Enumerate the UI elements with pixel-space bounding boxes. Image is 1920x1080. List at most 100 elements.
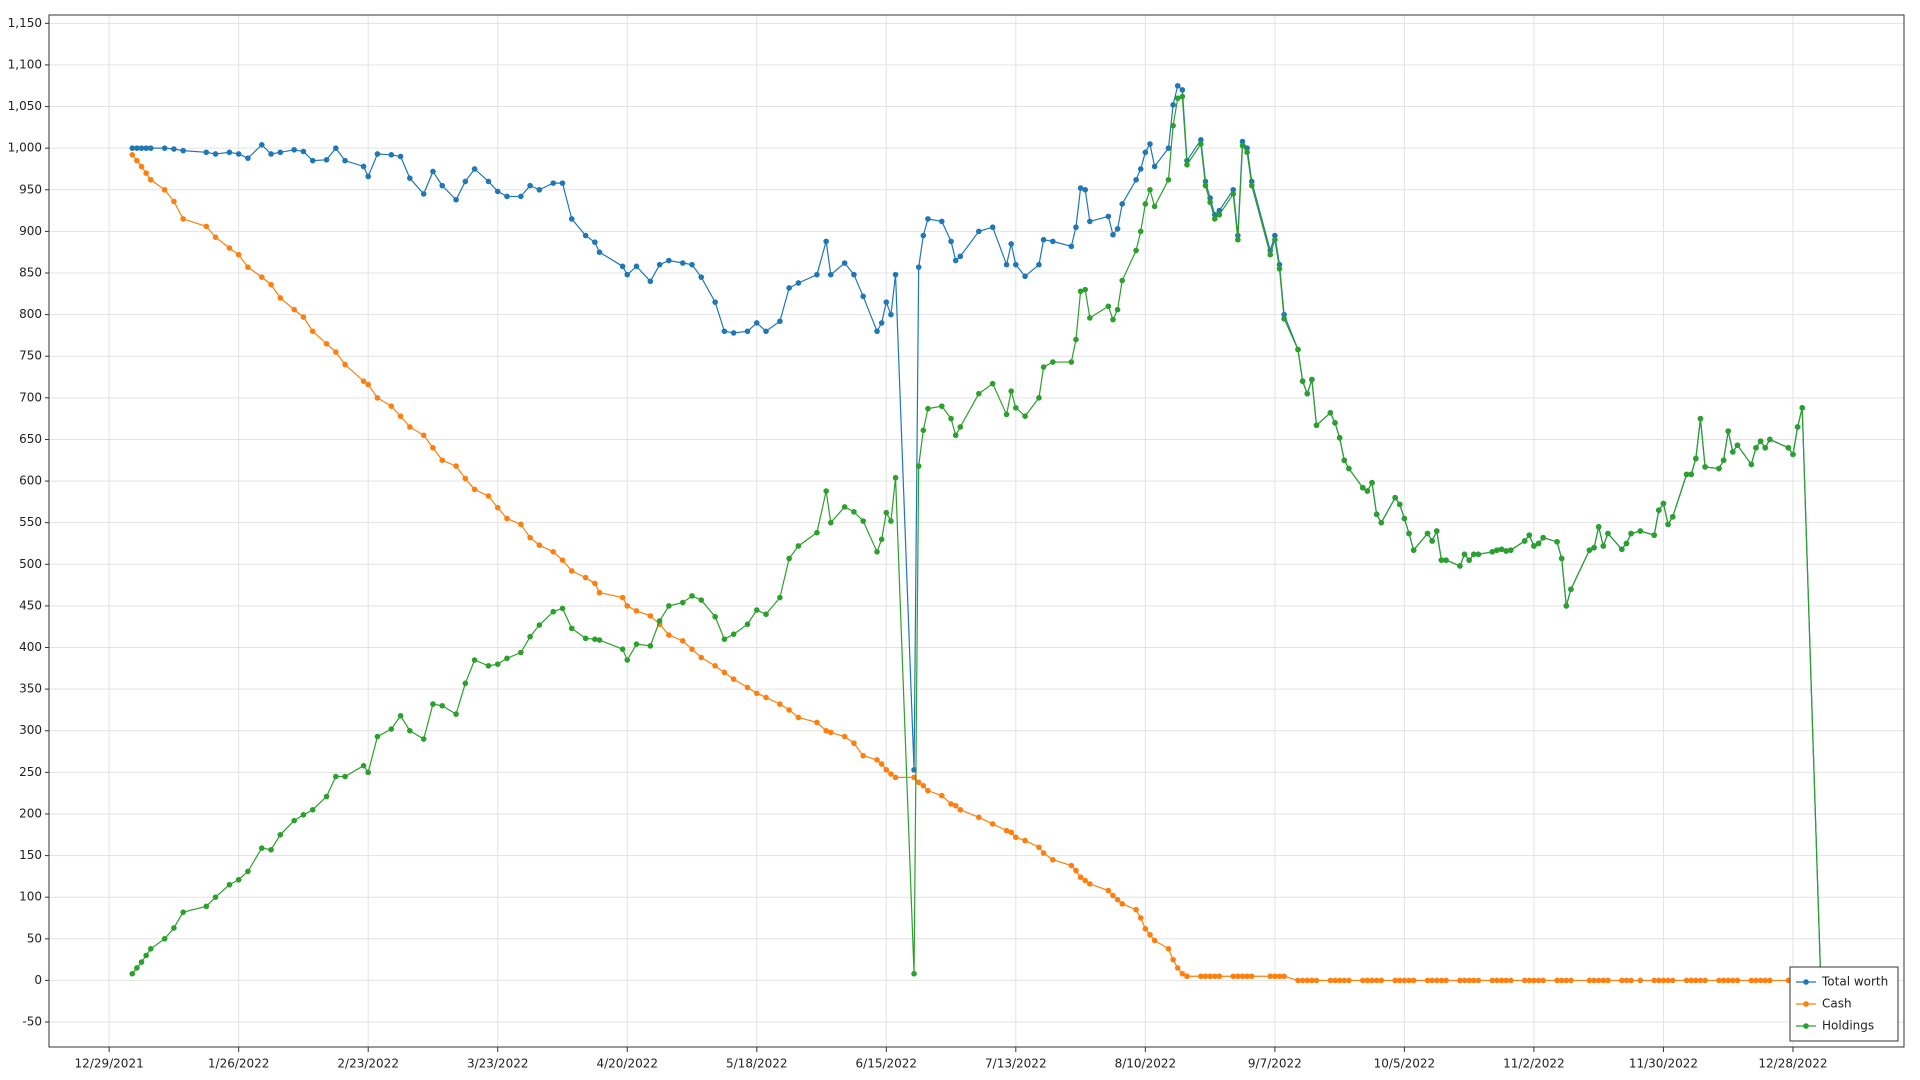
data-point [342, 157, 348, 164]
data-point [1489, 549, 1496, 555]
data-point [1235, 236, 1241, 243]
data-point [420, 191, 427, 197]
data-point [1008, 829, 1014, 836]
data-point [1174, 95, 1181, 102]
data-point [1457, 563, 1463, 569]
data-point [134, 157, 140, 164]
data-point [1165, 945, 1172, 952]
data-point [698, 597, 705, 603]
data-point [333, 773, 339, 780]
x-tick-label: 4/20/2022 [596, 1057, 658, 1071]
data-point [656, 261, 663, 268]
x-tick-label: 11/2/2022 [1503, 1057, 1565, 1071]
data-point [138, 959, 145, 965]
data-point [1734, 442, 1741, 449]
data-point [203, 223, 210, 230]
data-point [1281, 973, 1287, 980]
data-point [1665, 521, 1671, 528]
data-point [689, 261, 695, 268]
data-point [730, 631, 737, 637]
data-point [1198, 137, 1204, 143]
data-point [582, 635, 589, 642]
data-point [1563, 603, 1570, 609]
data-point [1494, 547, 1500, 553]
data-point [1114, 306, 1121, 313]
data-point [1133, 247, 1139, 254]
data-point [989, 821, 996, 827]
data-point [1475, 551, 1482, 558]
x-tick-label: 12/29/2021 [75, 1057, 144, 1071]
data-point [1110, 892, 1116, 899]
data-point [1438, 977, 1445, 984]
data-point [1309, 376, 1315, 383]
data-point [1651, 532, 1657, 538]
data-point [1498, 977, 1505, 984]
data-point [989, 224, 996, 231]
data-point [878, 320, 885, 326]
data-point [420, 736, 427, 742]
data-point [300, 812, 307, 818]
data-point [180, 909, 186, 915]
data-point [212, 894, 219, 900]
data-point [1040, 236, 1047, 243]
data-point [212, 151, 219, 157]
data-point [1683, 977, 1690, 984]
data-point [268, 846, 274, 853]
data-point [883, 509, 890, 516]
data-point [915, 779, 922, 786]
data-point [814, 271, 820, 278]
data-point [1142, 926, 1149, 932]
data-point [1327, 977, 1334, 984]
data-point [134, 965, 140, 971]
data-point [430, 701, 436, 707]
data-point [1637, 528, 1644, 534]
data-point [323, 157, 330, 163]
data-point [1230, 186, 1237, 193]
data-point [786, 555, 792, 562]
y-tick-label: 850 [19, 266, 42, 280]
data-point [365, 769, 371, 776]
data-point [1433, 528, 1440, 534]
data-point [1734, 977, 1741, 984]
data-point [1401, 515, 1408, 522]
data-point [1669, 514, 1676, 520]
data-point [1619, 546, 1625, 553]
data-point [860, 518, 866, 524]
data-point [1410, 547, 1417, 553]
data-point [1461, 977, 1468, 984]
data-point [485, 663, 492, 669]
data-point [1665, 977, 1671, 984]
data-point [1433, 977, 1440, 984]
data-point [360, 762, 367, 769]
data-point [1244, 973, 1250, 980]
data-point [1087, 881, 1093, 887]
data-point [698, 654, 705, 661]
axes: -50 0 50 100 150 200 250 300 350 400 450 500 550 600 6… [8, 16, 1828, 1071]
data-point [976, 228, 982, 235]
data-point [1669, 977, 1676, 984]
data-point [485, 493, 492, 499]
data-point [1068, 243, 1075, 250]
y-tick-label: 1,100 [8, 57, 42, 71]
data-point [388, 726, 395, 732]
data-point [342, 773, 348, 780]
data-point [559, 180, 566, 186]
data-point [277, 831, 284, 838]
data-point [888, 518, 894, 524]
data-point [957, 253, 964, 260]
data-point [925, 787, 931, 794]
data-point [143, 145, 149, 151]
data-point [1137, 166, 1144, 172]
data-point [1748, 461, 1755, 468]
data-point [1526, 977, 1533, 984]
data-point [1087, 315, 1093, 321]
data-point [171, 925, 177, 931]
x-tick-label: 2/23/2022 [337, 1057, 399, 1071]
x-tick-label: 6/15/2022 [856, 1057, 918, 1071]
data-point [1147, 141, 1153, 147]
data-point [1503, 548, 1509, 554]
y-tick-label: 1,150 [8, 16, 42, 30]
data-point [619, 646, 626, 652]
data-point [1013, 834, 1019, 841]
data-point [1535, 977, 1542, 984]
